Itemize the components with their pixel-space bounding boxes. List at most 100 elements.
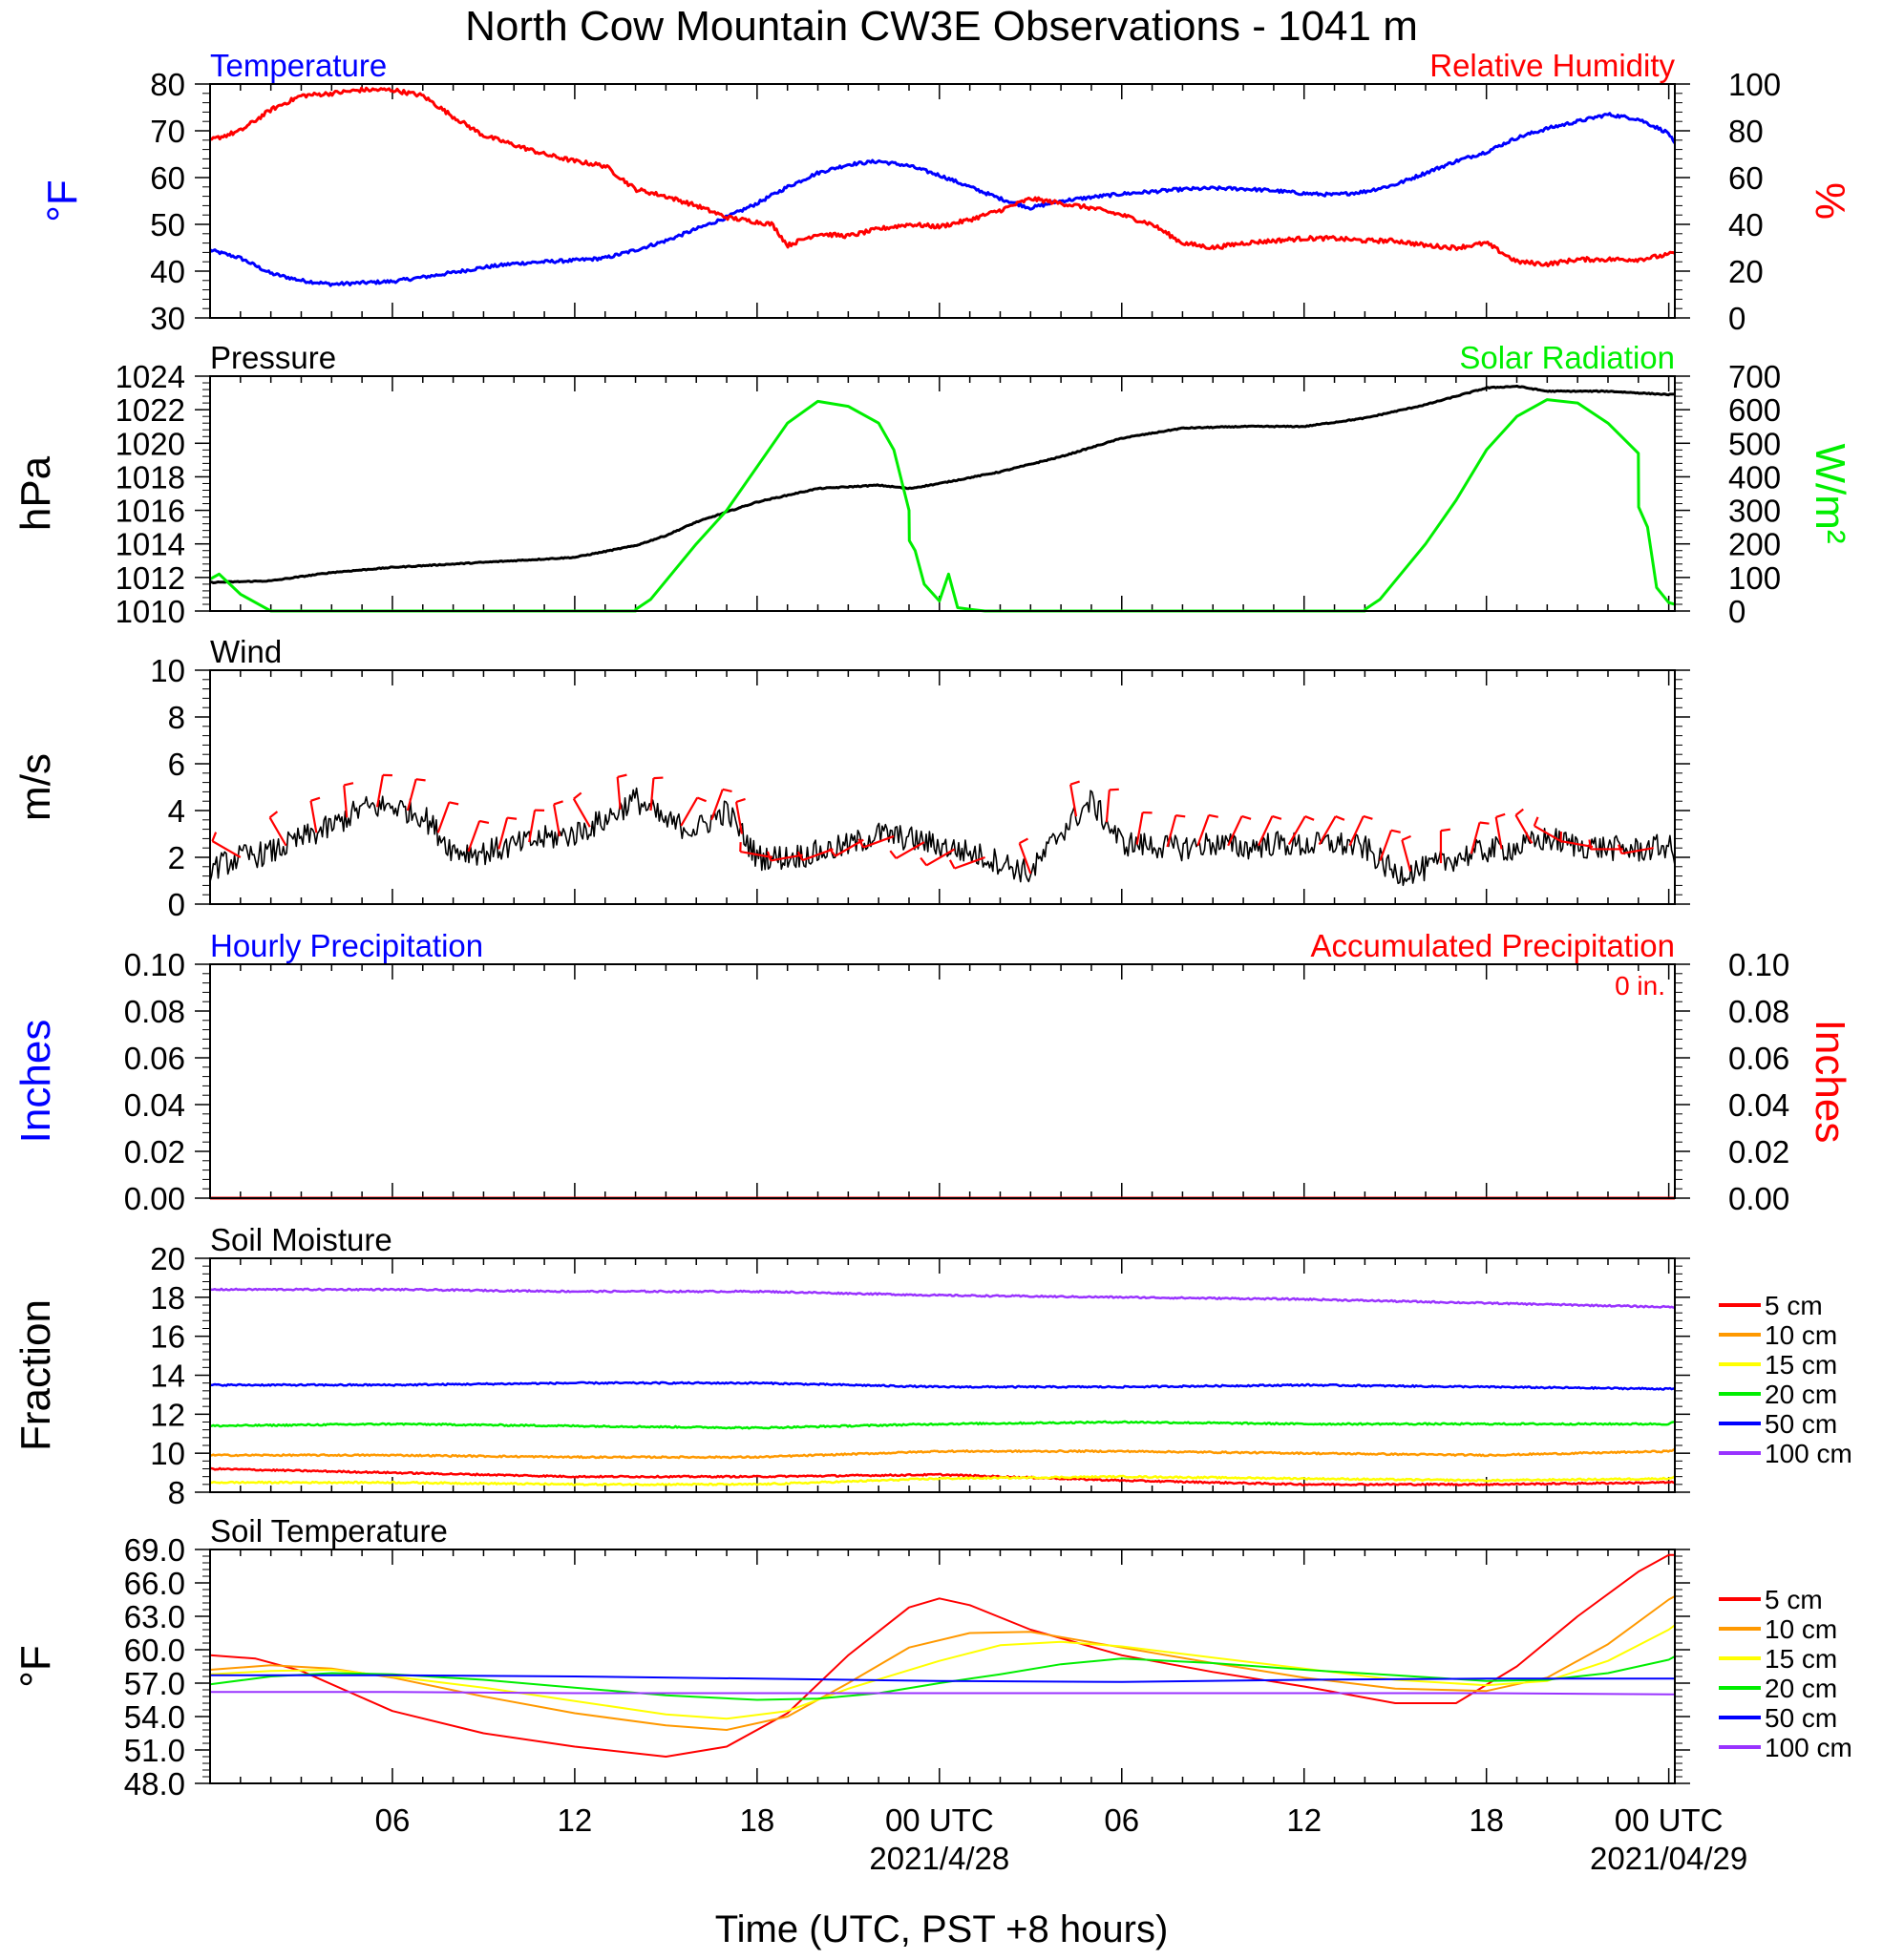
wind-barb <box>436 801 459 833</box>
svg-text:20 cm: 20 cm <box>1765 1674 1837 1703</box>
wind-barb <box>649 776 664 811</box>
y-tick-label-left: 20 <box>150 1241 185 1276</box>
panel-3: 0 2 4 6 8 10 Wind m/s <box>12 634 1690 922</box>
x-tick-label: 06 <box>375 1802 411 1838</box>
svg-text:5 cm: 5 cm <box>1765 1291 1823 1320</box>
plot-frame <box>209 375 1676 612</box>
y-axis-title-left: m/s <box>12 753 59 821</box>
series-cm10 <box>210 1447 1676 1460</box>
panel-title-left: Hourly Precipitation <box>210 928 483 963</box>
x-tick-label: 12 <box>558 1802 593 1838</box>
series-solar <box>209 398 1676 613</box>
svg-text:15 cm: 15 cm <box>1765 1350 1837 1380</box>
series-cm100 <box>209 1287 1676 1310</box>
y-tick-label-left: 40 <box>150 254 185 289</box>
x-tick-date-label: 2021/4/28 <box>869 1841 1009 1876</box>
y-tick-label-right: 0.00 <box>1728 1181 1789 1216</box>
y-tick-label-right: 200 <box>1728 527 1781 562</box>
wind-barb <box>1514 808 1534 844</box>
series-cm20 <box>209 1655 1676 1701</box>
y-tick-label-left: 0.08 <box>124 994 185 1029</box>
y-tick-label-right: 60 <box>1728 160 1764 196</box>
y-tick-label-right: 600 <box>1728 392 1781 428</box>
panel-title-left: Pressure <box>210 340 336 375</box>
wind-barb <box>734 797 746 834</box>
y-tick-label-right: 500 <box>1728 426 1781 461</box>
wind-barb <box>343 782 354 818</box>
x-tick-label: 06 <box>1104 1802 1139 1838</box>
y-tick-label-left: 0.04 <box>124 1087 185 1123</box>
wind-barb <box>1257 814 1282 847</box>
y-tick-label-left: 50 <box>150 207 185 242</box>
wind-barb <box>467 819 490 853</box>
wind-barb <box>796 848 834 862</box>
panel-title-left: Temperature <box>210 48 387 83</box>
series-cm10 <box>209 1595 1676 1731</box>
x-tick-label: 00 UTC <box>1615 1802 1724 1838</box>
y-tick-label-right: 0.02 <box>1728 1134 1789 1170</box>
svg-text:10 cm: 10 cm <box>1765 1614 1837 1644</box>
y-tick-label-left: 48.0 <box>124 1766 185 1802</box>
y-tick-label-right: 100 <box>1728 67 1781 102</box>
svg-text:100 cm: 100 cm <box>1765 1439 1852 1468</box>
legend-item: 50 cm <box>1719 1703 1837 1733</box>
y-tick-label-left: 10 <box>150 1436 185 1471</box>
y-tick-label-left: 14 <box>150 1359 185 1394</box>
y-tick-label-right: 0.08 <box>1728 994 1789 1029</box>
series-cm20 <box>209 1420 1676 1430</box>
wind-barb <box>1287 815 1315 846</box>
series-temperature <box>208 112 1677 287</box>
wind-barb <box>920 848 956 867</box>
y-tick-label-right: 400 <box>1728 459 1781 495</box>
legend-item: 15 cm <box>1719 1644 1837 1674</box>
y-tick-label-left: 80 <box>150 67 185 102</box>
wind-barb <box>857 834 895 849</box>
svg-text:100 cm: 100 cm <box>1765 1733 1852 1762</box>
series-cm50 <box>210 1674 1675 1683</box>
wind-barb <box>1135 811 1153 845</box>
svg-text:50 cm: 50 cm <box>1765 1703 1837 1733</box>
panel-title-right: Accumulated Precipitation <box>1310 928 1675 963</box>
y-axis-title-left: hPa <box>12 455 59 531</box>
y-tick-label-right: 700 <box>1728 359 1781 394</box>
series-cm50 <box>209 1380 1676 1391</box>
y-tick-label-left: 0.00 <box>124 1181 185 1216</box>
panel-title-left: Soil Temperature <box>210 1513 448 1549</box>
wind-barb <box>1069 780 1080 817</box>
y-tick-label-left: 6 <box>168 747 185 782</box>
legend-item: 5 cm <box>1719 1291 1823 1320</box>
panel-title-right: Relative Humidity <box>1429 48 1675 83</box>
y-tick-label-left: 2 <box>168 840 185 875</box>
legend-item: 10 cm <box>1719 1614 1837 1644</box>
wind-barb <box>528 809 545 843</box>
svg-text:20 cm: 20 cm <box>1765 1380 1837 1409</box>
y-axis-title-left: Inches <box>12 1020 59 1144</box>
legend-item: 100 cm <box>1719 1439 1852 1468</box>
y-tick-label-left: 51.0 <box>124 1733 185 1768</box>
y-tick-label-right: 300 <box>1728 494 1781 529</box>
y-tick-label-left: 54.0 <box>124 1699 185 1735</box>
y-tick-label-left: 69.0 <box>124 1532 185 1568</box>
svg-text:15 cm: 15 cm <box>1765 1644 1837 1674</box>
legend-item: 100 cm <box>1719 1733 1852 1762</box>
y-tick-label-left: 0.02 <box>124 1134 185 1170</box>
y-axis-title-left: Fraction <box>12 1299 59 1451</box>
series-pressure <box>210 384 1676 584</box>
legend-item: 15 cm <box>1719 1350 1837 1380</box>
y-tick-label-left: 0 <box>168 887 185 922</box>
wind-barb <box>1166 814 1186 848</box>
svg-text:50 cm: 50 cm <box>1765 1409 1837 1439</box>
wind-barb <box>375 773 392 808</box>
y-tick-label-right: 0 <box>1728 301 1745 336</box>
series-cm100 <box>210 1691 1675 1696</box>
y-axis-title-right: Inches <box>1807 1020 1853 1144</box>
y-tick-label-left: 66.0 <box>124 1566 185 1601</box>
y-tick-label-left: 60.0 <box>124 1633 185 1668</box>
panel-1: 30 40 50 60 70 80 0 20 40 60 80 100 Temperature Relat… <box>39 48 1853 336</box>
wind-barb <box>1439 828 1450 864</box>
legend-item: 50 cm <box>1719 1409 1837 1439</box>
wind-barb <box>1618 844 1654 855</box>
wind-barb <box>1401 834 1412 872</box>
y-tick-label-left: 1020 <box>116 426 185 461</box>
